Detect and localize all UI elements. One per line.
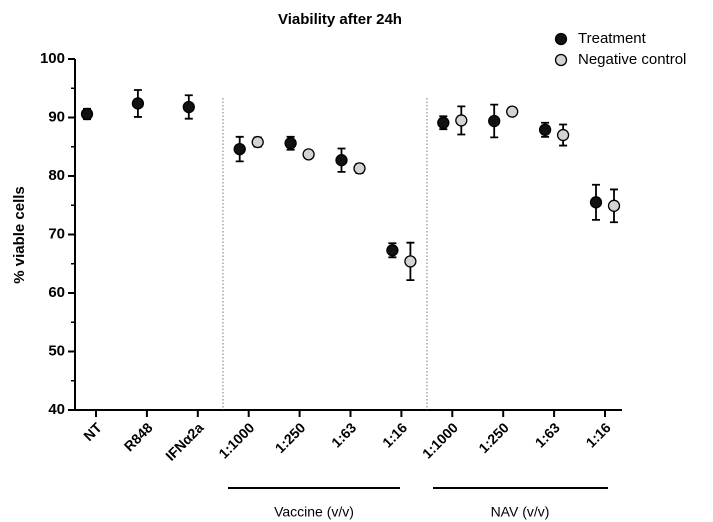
group-label: Vaccine (v/v) [274,504,354,520]
x-tick-label: 1:1000 [215,419,257,461]
y-tick-label: 100 [40,50,65,67]
point [437,116,450,129]
x-tick-label: NT [80,419,105,444]
x-tick-label: 1:63 [532,419,563,450]
y-tick-label: 50 [48,342,65,359]
point [251,135,264,149]
y-axis-label: % viable cells [11,186,28,284]
point [538,123,552,136]
legend-label: Negative control [578,51,686,68]
group-label: NAV (v/v) [491,504,550,520]
x-tick-label: 1:1000 [419,419,461,461]
legend-marker [554,53,568,67]
chart-title: Viability after 24h [278,11,402,28]
point [353,162,366,175]
x-tick-label: R848 [121,419,156,454]
y-tick-label: 70 [48,225,65,242]
legend-marker [554,32,568,46]
point [404,255,417,268]
x-tick-label: 1:16 [379,419,410,450]
point [80,107,94,121]
point [335,154,348,167]
y-tick-label: 60 [48,284,65,301]
x-tick-label: 1:250 [272,419,309,456]
x-tick-label: 1:250 [475,419,512,456]
point [506,105,519,118]
x-tick-label: 1:16 [583,419,614,450]
point [607,199,621,212]
point [302,148,315,161]
point [386,244,399,257]
y-tick-label: 80 [48,167,65,184]
x-tick-label: IFNα2a [162,419,207,464]
point [182,100,195,114]
point [455,114,468,127]
y-tick-label: 90 [48,108,65,125]
y-tick-label: 40 [48,401,65,418]
point [556,128,570,142]
point [589,196,603,209]
point [488,114,501,128]
legend-label: Treatment [578,30,647,47]
x-tick-label: 1:63 [328,419,359,450]
point [233,142,246,156]
point [131,97,145,110]
point [284,137,297,150]
